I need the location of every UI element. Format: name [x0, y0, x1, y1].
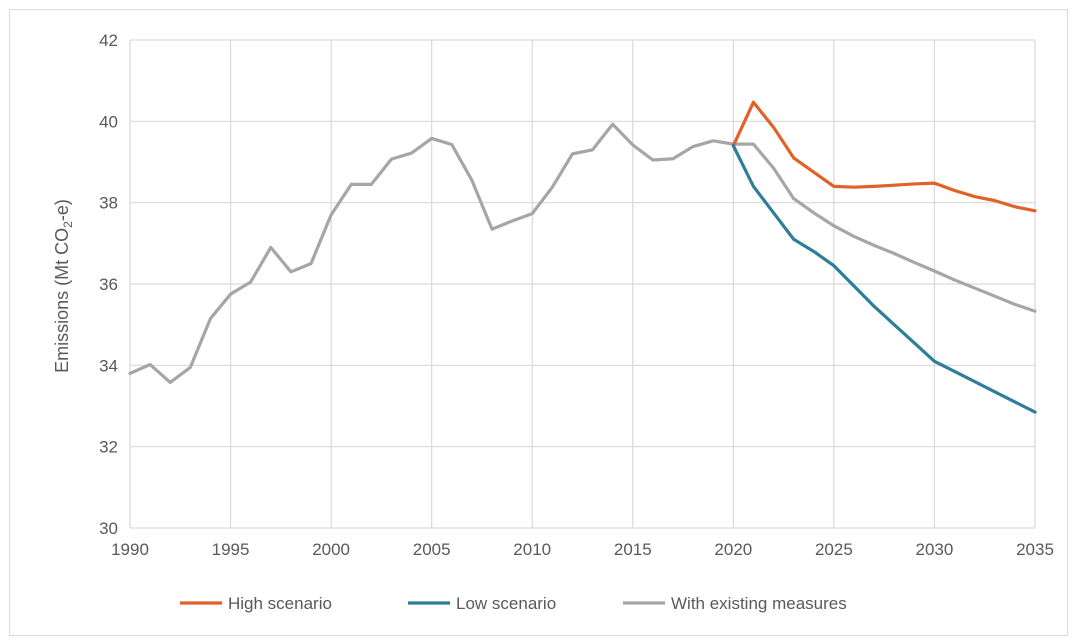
x-tick-label: 2035 — [1016, 540, 1054, 559]
gridlines — [129, 39, 1036, 529]
x-tick-label: 2000 — [312, 540, 350, 559]
legend: High scenario Low scenario With existing m… — [180, 594, 847, 613]
y-axis-title-subscript: 2 — [61, 221, 75, 228]
legend-label-high-scenario: High scenario — [228, 594, 332, 613]
y-tick-label: 40 — [99, 112, 118, 131]
y-axis-title: Emissions (Mt CO2-e) — [52, 199, 75, 373]
y-tick-label: 36 — [99, 275, 118, 294]
y-tick-label: 32 — [99, 438, 118, 457]
tick-labels: 1990 1995 2000 2005 2010 2015 2020 2025 2030 2035… — [99, 31, 1054, 559]
y-tick-label: 30 — [99, 519, 118, 538]
x-tick-label: 2030 — [916, 540, 954, 559]
x-tick-label: 2010 — [513, 540, 551, 559]
series-line-high-scenario — [731, 100, 1037, 213]
series-lines — [128, 100, 1037, 414]
x-tick-label: 1995 — [212, 540, 250, 559]
x-tick-label: 2005 — [413, 540, 451, 559]
x-tick-label: 2025 — [815, 540, 853, 559]
x-tick-label: 2020 — [714, 540, 752, 559]
y-tick-label: 38 — [99, 194, 118, 213]
x-tick-label: 1990 — [111, 540, 149, 559]
y-axis-title-suffix: -e) — [52, 199, 72, 221]
y-tick-label: 42 — [99, 31, 118, 50]
y-axis-title-main: Emissions (Mt CO — [52, 228, 72, 373]
series-line-with-existing-measures — [128, 122, 1037, 385]
legend-label-with-existing-measures: With existing measures — [671, 594, 847, 613]
series-line-low-scenario — [731, 144, 1037, 414]
x-tick-label: 2015 — [614, 540, 652, 559]
y-tick-label: 34 — [99, 356, 118, 375]
legend-label-low-scenario: Low scenario — [456, 594, 556, 613]
